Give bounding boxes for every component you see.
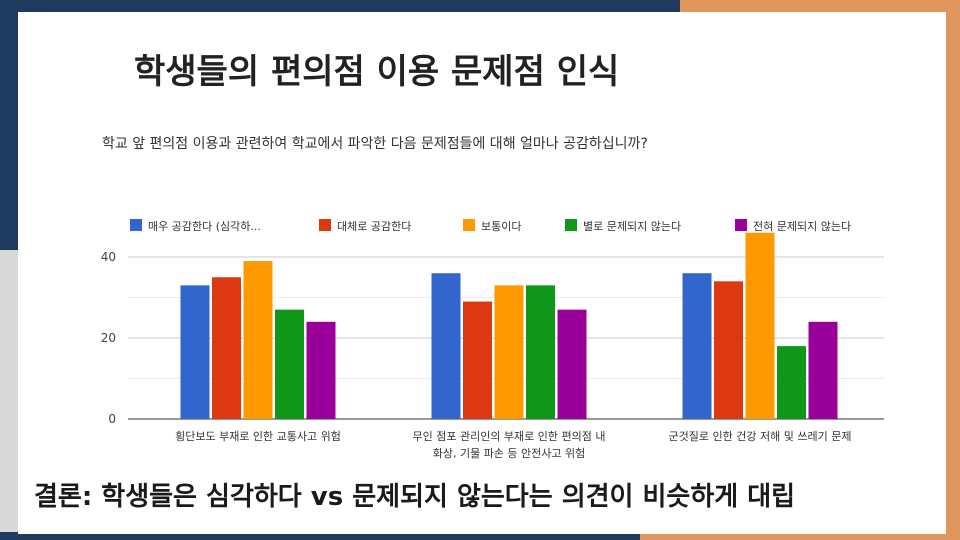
bar <box>275 309 304 419</box>
x-tick-label: 무인 점포 관리인의 부재로 인한 편의점 내 <box>412 430 605 443</box>
bar <box>243 261 273 419</box>
legend-swatch <box>319 219 331 231</box>
bar <box>212 277 241 419</box>
y-tick-label: 20 <box>101 331 116 345</box>
y-tick-label: 0 <box>108 412 116 426</box>
legend-swatch <box>565 219 577 231</box>
legend-label: 별로 문제되지 않는다 <box>583 220 681 233</box>
x-tick-label: 군것질로 인한 건강 저해 및 쓰레기 문제 <box>669 429 852 443</box>
legend-swatch <box>735 219 747 231</box>
bar <box>777 346 806 419</box>
bar <box>557 309 587 419</box>
chart-title: 학교 앞 편의점 이용과 관련하여 학교에서 파악한 다음 문제점들에 대해 얼… <box>102 136 648 152</box>
x-tick-label: 화상, 기물 파손 등 안전사고 위험 <box>433 447 586 460</box>
slide-title: 학생들의 편의점 이용 문제점 인식 <box>134 52 620 92</box>
legend-label: 전혀 문제되지 않는다 <box>753 220 851 233</box>
bar <box>682 273 712 419</box>
background-stripe-bottom <box>0 532 960 540</box>
y-tick-label: 40 <box>101 250 116 264</box>
background-accent-left <box>0 250 18 540</box>
bar <box>745 232 775 419</box>
bar <box>463 301 492 419</box>
legend-label: 대체로 공감한다 <box>337 220 411 233</box>
legend-swatch <box>463 219 475 231</box>
background-accent-top-right <box>680 0 960 14</box>
bar <box>306 321 336 419</box>
background-accent-bottom-right <box>640 532 960 540</box>
legend-label: 매우 공감한다 (심각하... <box>148 219 261 233</box>
bar <box>526 285 555 419</box>
slide-panel <box>18 12 946 534</box>
x-tick-label: 횡단보도 부재로 인한 교통사고 위험 <box>175 430 341 443</box>
bar <box>808 321 838 419</box>
bar <box>180 285 210 419</box>
bar <box>714 281 743 419</box>
conclusion-text: 결론: 학생들은 심각하다 vs 문제되지 않는다는 의견이 비슷하게 대립 <box>34 482 796 512</box>
legend-swatch <box>130 219 142 231</box>
bar <box>431 273 461 419</box>
legend-label: 보통이다 <box>481 220 521 233</box>
bar <box>494 285 524 419</box>
